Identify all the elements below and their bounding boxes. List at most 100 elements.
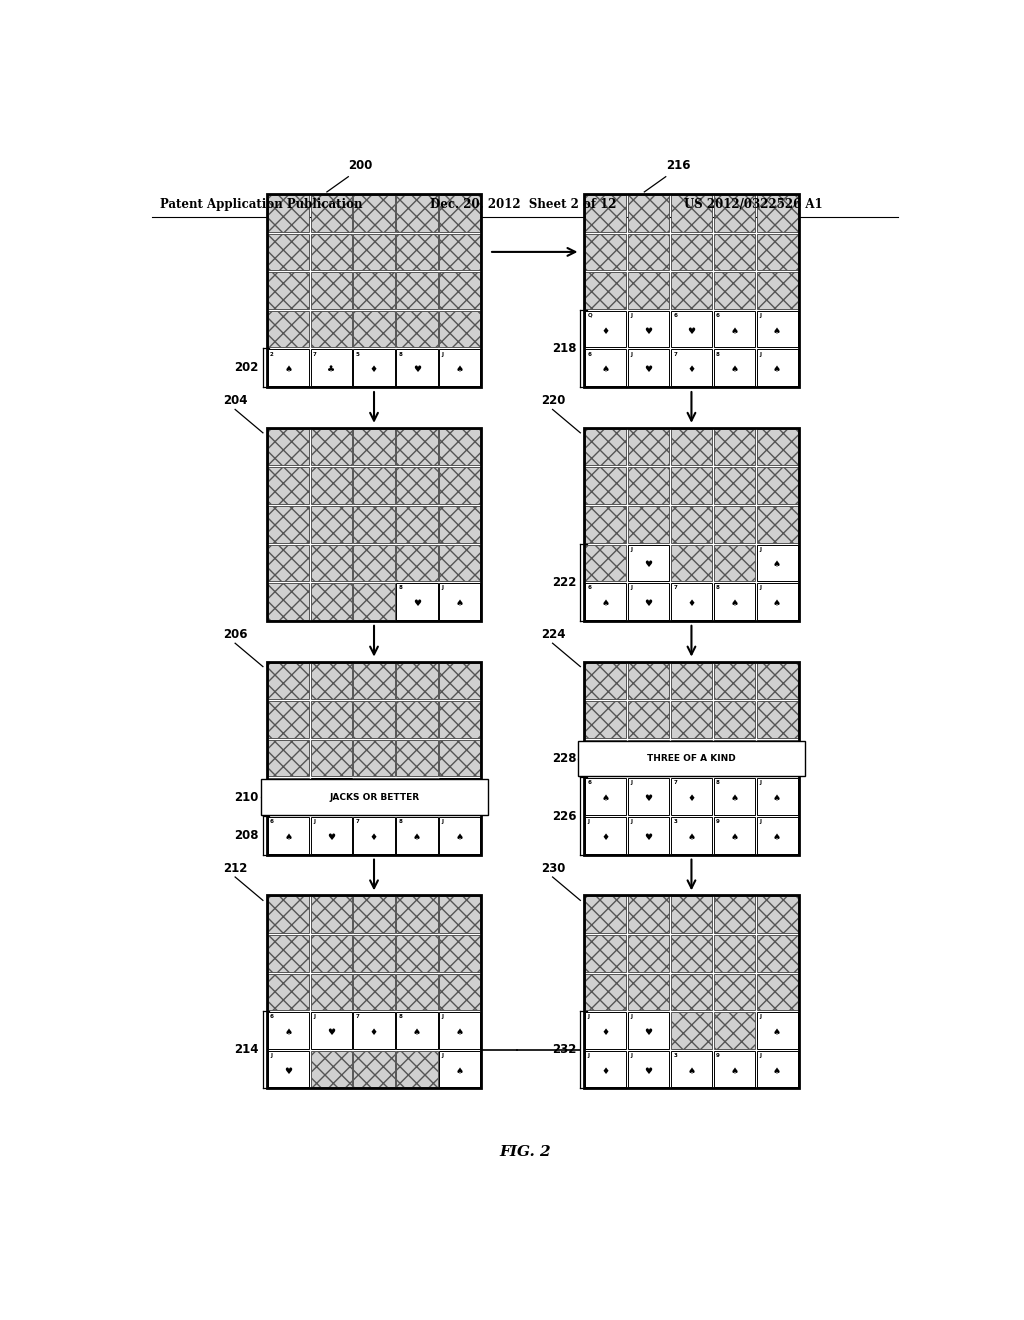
Bar bbox=[439, 935, 480, 972]
Text: J: J bbox=[631, 313, 633, 318]
Bar bbox=[714, 1012, 755, 1049]
Bar bbox=[714, 739, 755, 776]
Text: ♠: ♠ bbox=[285, 366, 293, 375]
Bar bbox=[439, 817, 480, 854]
Text: ♠: ♠ bbox=[773, 366, 781, 375]
Bar bbox=[267, 506, 309, 543]
Text: ♠: ♠ bbox=[687, 1067, 695, 1076]
Text: J: J bbox=[313, 780, 315, 785]
Text: ♠: ♠ bbox=[456, 599, 464, 609]
Text: 7: 7 bbox=[355, 1014, 359, 1019]
Bar bbox=[757, 506, 798, 543]
Bar bbox=[396, 896, 437, 933]
Bar bbox=[671, 701, 712, 738]
Text: ♠: ♠ bbox=[456, 795, 464, 804]
Text: J: J bbox=[631, 585, 633, 590]
Text: 8: 8 bbox=[398, 1014, 402, 1019]
Bar bbox=[757, 350, 798, 385]
Bar bbox=[396, 545, 437, 581]
Text: J: J bbox=[631, 1014, 633, 1019]
Text: ♥: ♥ bbox=[687, 326, 695, 335]
Bar bbox=[585, 739, 627, 776]
Bar bbox=[628, 583, 670, 620]
Bar bbox=[439, 195, 480, 231]
Bar bbox=[671, 663, 712, 700]
Bar bbox=[267, 1051, 309, 1088]
Bar bbox=[585, 312, 627, 347]
Text: ♥: ♥ bbox=[644, 1028, 652, 1038]
Text: 224: 224 bbox=[541, 628, 565, 642]
Text: J: J bbox=[759, 1014, 761, 1019]
Bar bbox=[439, 234, 480, 271]
Text: J: J bbox=[313, 818, 315, 824]
Text: J: J bbox=[759, 585, 761, 590]
Text: 228: 228 bbox=[552, 752, 577, 766]
Bar bbox=[267, 779, 309, 814]
Bar bbox=[353, 195, 394, 231]
Text: ♠: ♠ bbox=[773, 795, 781, 804]
Text: 8: 8 bbox=[716, 585, 720, 590]
Text: 226: 226 bbox=[552, 809, 577, 822]
Bar bbox=[628, 739, 670, 776]
Text: 218: 218 bbox=[552, 342, 577, 355]
Text: 6: 6 bbox=[588, 351, 592, 356]
Bar bbox=[310, 506, 352, 543]
Bar bbox=[714, 1051, 755, 1088]
Bar bbox=[310, 779, 352, 814]
Bar bbox=[628, 506, 670, 543]
Text: Q: Q bbox=[588, 313, 592, 318]
Bar bbox=[714, 701, 755, 738]
Bar bbox=[714, 817, 755, 854]
Text: 8: 8 bbox=[716, 780, 720, 785]
Bar bbox=[628, 272, 670, 309]
Bar bbox=[396, 817, 437, 854]
Bar bbox=[628, 429, 670, 466]
Bar bbox=[267, 935, 309, 972]
Text: ♥: ♥ bbox=[413, 599, 421, 609]
Text: J: J bbox=[441, 351, 443, 356]
Bar bbox=[628, 896, 670, 933]
Text: 7: 7 bbox=[355, 818, 359, 824]
Bar bbox=[714, 350, 755, 385]
Text: J: J bbox=[759, 546, 761, 552]
Bar bbox=[353, 583, 394, 620]
Text: ♠: ♠ bbox=[413, 833, 421, 842]
Bar bbox=[310, 234, 352, 271]
Bar bbox=[439, 779, 480, 814]
Text: ♠: ♠ bbox=[773, 833, 781, 842]
Bar bbox=[439, 663, 480, 700]
Bar bbox=[310, 1051, 352, 1088]
Bar bbox=[267, 467, 309, 504]
Text: J: J bbox=[759, 1053, 761, 1057]
Text: 5: 5 bbox=[355, 351, 359, 356]
Bar bbox=[267, 428, 481, 620]
Bar bbox=[585, 583, 627, 620]
Text: J: J bbox=[759, 780, 761, 785]
Text: ♠: ♠ bbox=[602, 366, 610, 375]
Bar bbox=[267, 896, 309, 933]
Bar bbox=[396, 195, 437, 231]
Text: ♦: ♦ bbox=[687, 366, 695, 375]
Bar bbox=[439, 429, 480, 466]
Bar bbox=[757, 739, 798, 776]
Text: J: J bbox=[441, 818, 443, 824]
Bar bbox=[353, 272, 394, 309]
Text: ♠: ♠ bbox=[773, 326, 781, 335]
Text: ♠: ♠ bbox=[730, 326, 738, 335]
Text: ♥: ♥ bbox=[644, 795, 652, 804]
Bar bbox=[757, 817, 798, 854]
Bar bbox=[310, 312, 352, 347]
Text: 7: 7 bbox=[313, 351, 316, 356]
Bar bbox=[757, 1051, 798, 1088]
Bar bbox=[628, 779, 670, 814]
Bar bbox=[757, 545, 798, 581]
Bar bbox=[439, 974, 480, 1010]
Text: 8: 8 bbox=[398, 351, 402, 356]
Bar bbox=[585, 350, 627, 385]
Bar bbox=[714, 312, 755, 347]
Text: ♦: ♦ bbox=[602, 1067, 610, 1076]
Text: ♦: ♦ bbox=[687, 795, 695, 804]
Bar bbox=[353, 1012, 394, 1049]
Text: ♥: ♥ bbox=[285, 1067, 293, 1076]
Text: ♥: ♥ bbox=[327, 1028, 335, 1038]
